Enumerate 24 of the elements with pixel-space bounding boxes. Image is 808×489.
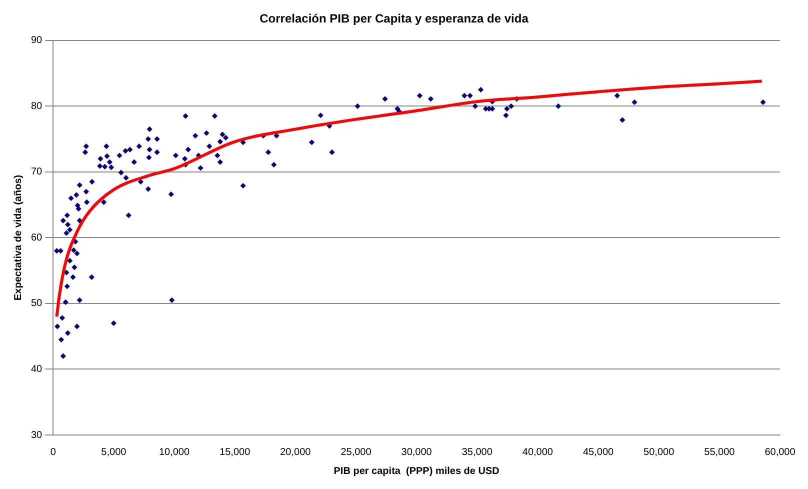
x-tick-label: 10,000 xyxy=(158,446,190,458)
x-tick-label: 50,000 xyxy=(644,446,675,458)
x-tick-label: 35,000 xyxy=(462,446,493,458)
x-tick-label: 5,000 xyxy=(101,446,127,458)
x-tick-label: 15,000 xyxy=(220,446,251,458)
y-tick-label: 50 xyxy=(31,298,43,310)
line-series xyxy=(55,80,764,318)
x-tick-label: 40,000 xyxy=(522,446,554,458)
x-tick-label: 30,000 xyxy=(401,446,432,458)
y-tick-label: 90 xyxy=(31,35,43,46)
x-tick-label: 25,000 xyxy=(340,446,372,458)
x-axis-title: PIB per capita (PPP) miles de USD xyxy=(334,466,500,477)
y-tick-label: 60 xyxy=(31,232,43,244)
y-axis-title: Expectativa de vida (años) xyxy=(12,174,24,301)
x-tick-label: 60,000 xyxy=(764,446,796,458)
chart-title: Correlación PIB per Capita y esperanza de vida xyxy=(260,12,529,26)
y-tick-label: 70 xyxy=(31,166,43,178)
x-tick-label: 0 xyxy=(50,446,56,458)
x-tick-label: 20,000 xyxy=(280,446,312,458)
y-tick-label: 40 xyxy=(31,364,43,375)
x-tick-label: 55,000 xyxy=(704,446,736,458)
y-tick-label: 30 xyxy=(31,430,43,441)
y-tick-label: 80 xyxy=(31,100,43,112)
x-tick-label: 45,000 xyxy=(582,446,614,458)
